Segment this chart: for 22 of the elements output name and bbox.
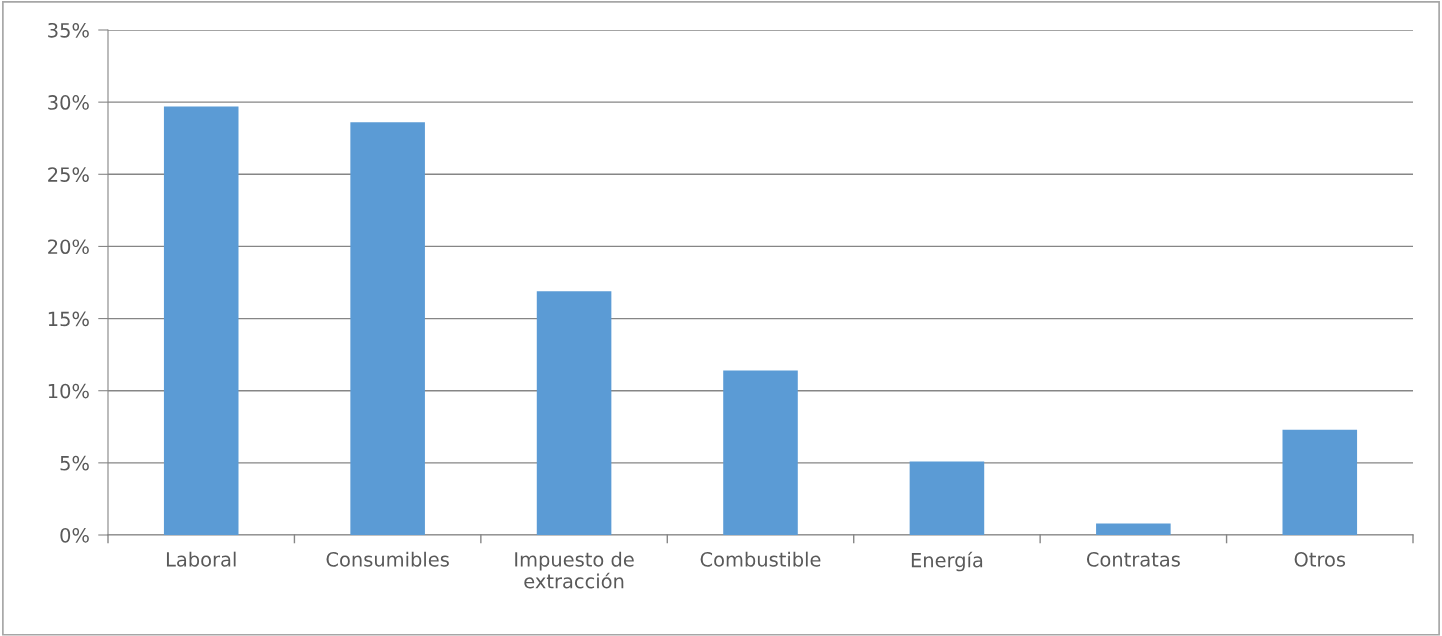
bar xyxy=(1096,523,1171,535)
y-tick-label: 10% xyxy=(48,383,89,399)
y-tick-label: 20% xyxy=(48,239,89,255)
x-tick-label: Otros xyxy=(1294,552,1346,567)
x-tick-label: Combustible xyxy=(700,551,821,567)
x-tick-label: Impuesto de extracción xyxy=(515,551,634,589)
y-tick-label: 0% xyxy=(60,527,89,543)
bar xyxy=(1282,429,1358,535)
x-tick-label: Energía xyxy=(911,551,983,572)
y-tick-label: 25% xyxy=(48,167,89,182)
bar xyxy=(723,370,798,535)
bar xyxy=(350,122,425,535)
x-tick-label: Laboral xyxy=(166,551,236,567)
y-tick-label: 15% xyxy=(48,311,89,327)
bar xyxy=(909,461,985,535)
bar xyxy=(163,106,239,535)
y-tick-label: 35% xyxy=(48,22,89,38)
y-tick-label: 30% xyxy=(48,95,89,110)
y-tick-label: 5% xyxy=(60,455,89,471)
x-tick-label: Consumibles xyxy=(326,551,449,567)
bar xyxy=(536,291,612,535)
x-tick-label: Contratas xyxy=(1086,552,1180,567)
